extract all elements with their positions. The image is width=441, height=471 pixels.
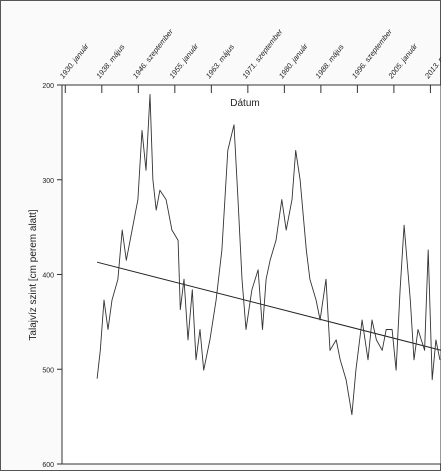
- y-tick-label: 200: [42, 83, 54, 90]
- y-axis-label: Talajvíz szint [cm perem alatt]: [28, 209, 39, 340]
- y-tick-label: 500: [42, 367, 54, 374]
- y-tick-label: 400: [42, 273, 54, 280]
- x-axis-label: Dátum: [230, 98, 259, 109]
- y-tick-label: 300: [42, 178, 54, 185]
- y-tick-label: 600: [42, 462, 54, 469]
- trend-line: [96, 261, 441, 351]
- data-line: [96, 94, 441, 416]
- plot-frame: [61, 84, 441, 465]
